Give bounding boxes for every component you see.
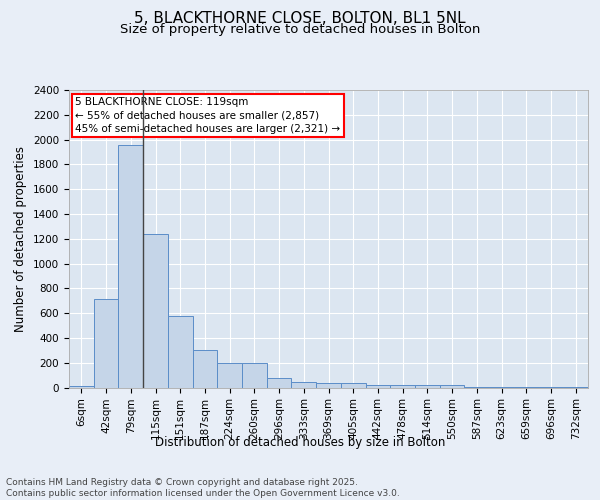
Bar (292, 382, 316, 388)
Bar (143, 234, 168, 388)
Text: 5, BLACKTHORNE CLOSE, BOLTON, BL1 5NL: 5, BLACKTHORNE CLOSE, BOLTON, BL1 5NL (134, 11, 466, 26)
Text: Contains HM Land Registry data © Crown copyright and database right 2025.
Contai: Contains HM Land Registry data © Crown c… (6, 478, 400, 498)
Text: 5 BLACKTHORNE CLOSE: 119sqm
← 55% of detached houses are smaller (2,857)
45% of : 5 BLACKTHORNE CLOSE: 119sqm ← 55% of det… (75, 98, 340, 134)
Bar (440, 385, 464, 388)
Bar (415, 385, 440, 388)
Bar (267, 378, 292, 388)
Bar (514, 387, 539, 388)
Y-axis label: Number of detached properties: Number of detached properties (14, 146, 28, 332)
Bar (390, 385, 415, 388)
Bar (242, 362, 267, 388)
Text: Size of property relative to detached houses in Bolton: Size of property relative to detached ho… (120, 22, 480, 36)
Bar (464, 387, 489, 388)
Bar (316, 383, 341, 388)
Bar (118, 144, 143, 388)
Bar (217, 362, 242, 388)
Bar (489, 387, 514, 388)
Bar (69, 386, 94, 388)
Text: Distribution of detached houses by size in Bolton: Distribution of detached houses by size … (155, 436, 445, 449)
Bar (193, 350, 217, 388)
Bar (341, 383, 365, 388)
Bar (94, 300, 118, 388)
Bar (168, 316, 193, 388)
Bar (365, 385, 390, 388)
